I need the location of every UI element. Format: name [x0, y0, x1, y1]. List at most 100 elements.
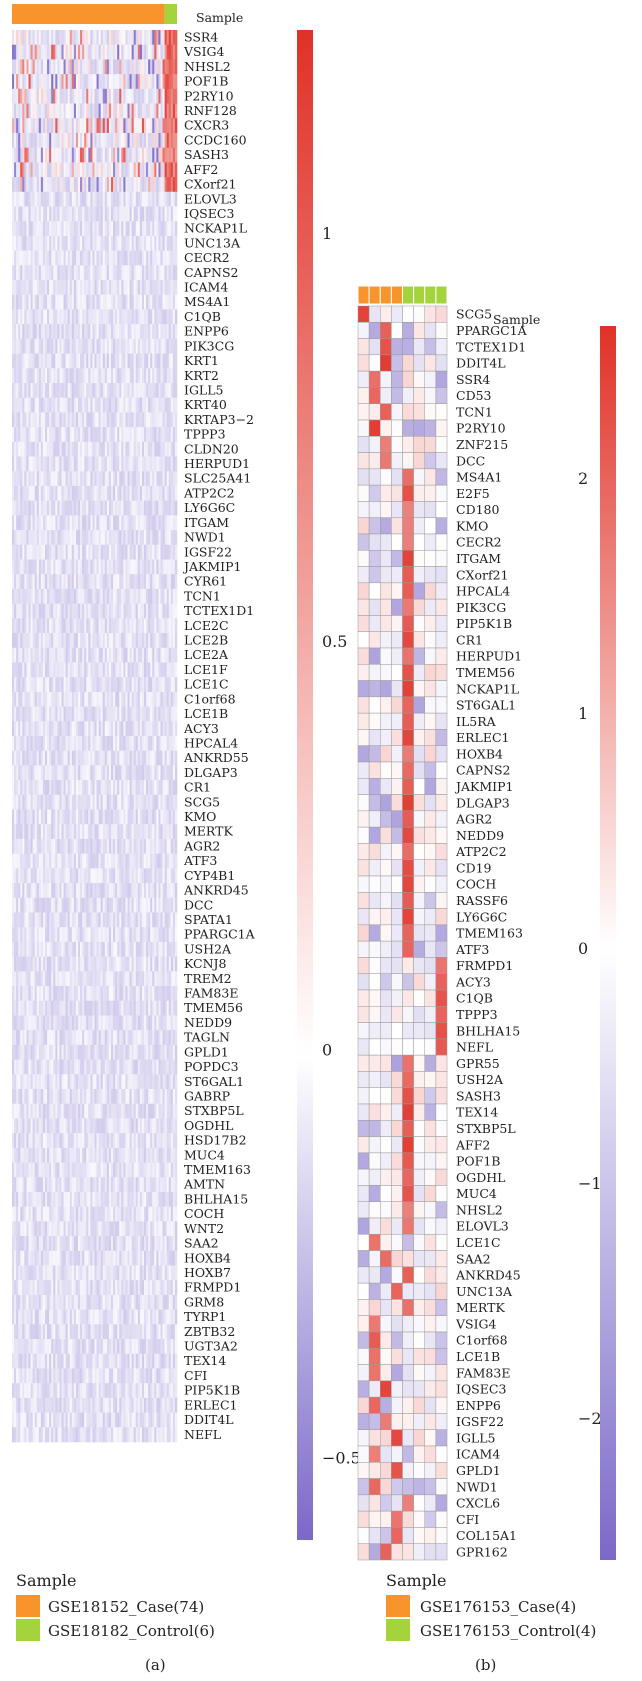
heatmap-cell — [172, 456, 176, 472]
heatmap-cell — [26, 794, 29, 810]
heatmap-cell — [100, 530, 104, 546]
heatmap-cell — [115, 765, 118, 781]
heatmap-cell — [129, 588, 132, 604]
heatmap-cell — [162, 441, 165, 457]
heatmap-cell — [22, 338, 25, 354]
heatmap-cell — [90, 500, 93, 516]
heatmap-cell — [162, 471, 165, 487]
heatmap-cell — [86, 677, 89, 693]
heatmap-cell — [16, 368, 19, 384]
heatmap-cell — [86, 662, 89, 678]
heatmap-cell — [162, 927, 165, 943]
heatmap-cell — [144, 633, 147, 649]
heatmap-cell — [98, 44, 101, 60]
heatmap-cell — [53, 559, 56, 575]
heatmap-cell — [78, 74, 81, 90]
heatmap-cell — [104, 500, 108, 516]
heatmap-cell — [150, 147, 153, 163]
heatmap-cell — [80, 132, 83, 148]
heatmap-cell — [104, 191, 108, 207]
heatmap-cell — [172, 88, 176, 104]
heatmap-cell — [133, 721, 137, 737]
heatmap-cell — [98, 309, 101, 325]
heatmap-cell — [119, 750, 122, 766]
heatmap-cell — [14, 515, 17, 531]
heatmap-cell — [156, 736, 159, 752]
heatmap-cell — [135, 88, 139, 104]
heatmap-cell — [51, 44, 54, 60]
heatmap-cell — [119, 353, 122, 369]
heatmap-cell — [20, 750, 23, 766]
heatmap-cell — [59, 706, 62, 722]
heatmap-cell — [156, 235, 159, 251]
heatmap-cell — [166, 530, 170, 546]
heatmap-cell — [78, 324, 81, 340]
heatmap-cell — [160, 794, 163, 810]
heatmap-cell — [40, 235, 44, 251]
heatmap-cell — [123, 736, 126, 752]
heatmap-cell — [26, 765, 29, 781]
heatmap-cell — [152, 677, 155, 693]
heatmap-cell — [111, 44, 114, 60]
heatmap-cell — [84, 118, 87, 134]
heatmap-cell — [51, 883, 54, 899]
heatmap-cell — [65, 383, 68, 399]
heatmap-cell — [121, 221, 124, 237]
heatmap-cell — [47, 441, 50, 457]
heatmap-cell — [137, 368, 141, 384]
heatmap-cell — [22, 44, 25, 60]
heatmap-cell — [82, 309, 85, 325]
heatmap-cell — [26, 588, 29, 604]
heatmap-cell — [69, 574, 73, 590]
heatmap-cell — [160, 750, 163, 766]
heatmap-cell — [102, 736, 106, 752]
heatmap-cell — [42, 427, 46, 443]
heatmap-cell — [108, 838, 112, 854]
heatmap-cell — [106, 30, 110, 46]
heatmap-cell — [172, 765, 176, 781]
heatmap-cell — [98, 927, 101, 943]
heatmap-cell — [61, 103, 64, 119]
heatmap-cell — [18, 59, 21, 75]
heatmap-cell — [108, 883, 112, 899]
heatmap-cell — [108, 456, 112, 472]
heatmap-cell — [28, 294, 31, 310]
heatmap-cell — [45, 544, 48, 560]
heatmap-cell — [100, 294, 104, 310]
heatmap-cell — [96, 897, 99, 913]
heatmap-cell — [47, 912, 50, 928]
heatmap-cell — [100, 515, 104, 531]
heatmap-cell — [174, 544, 178, 560]
heatmap-cell — [32, 30, 35, 46]
heatmap-cell — [174, 456, 178, 472]
heatmap-cell — [40, 265, 44, 281]
heatmap-cell — [22, 132, 25, 148]
heatmap-cell — [160, 353, 163, 369]
heatmap-cell — [30, 383, 33, 399]
heatmap-cell — [24, 353, 27, 369]
heatmap-cell — [148, 74, 151, 90]
heatmap-cell — [59, 368, 62, 384]
heatmap-cell — [78, 368, 81, 384]
heatmap-cell — [51, 324, 54, 340]
heatmap-cell — [88, 250, 91, 266]
heatmap-cell — [168, 206, 172, 222]
heatmap-cell — [172, 397, 176, 413]
heatmap-cell — [73, 780, 77, 796]
heatmap-cell — [150, 794, 153, 810]
heatmap-cell — [53, 883, 56, 899]
heatmap-cell — [14, 736, 17, 752]
heatmap-cell — [49, 603, 52, 619]
heatmap-cell — [36, 235, 40, 251]
heatmap-cell — [96, 809, 99, 825]
heatmap-cell — [96, 750, 99, 766]
heatmap-cell — [42, 191, 46, 207]
heatmap-cell — [47, 706, 50, 722]
heatmap-cell — [78, 544, 81, 560]
heatmap-cell — [82, 530, 85, 546]
heatmap-cell — [137, 838, 141, 854]
heatmap-cell — [104, 383, 108, 399]
heatmap-cell — [131, 324, 134, 340]
heatmap-cell — [115, 515, 118, 531]
heatmap-cell — [12, 588, 15, 604]
